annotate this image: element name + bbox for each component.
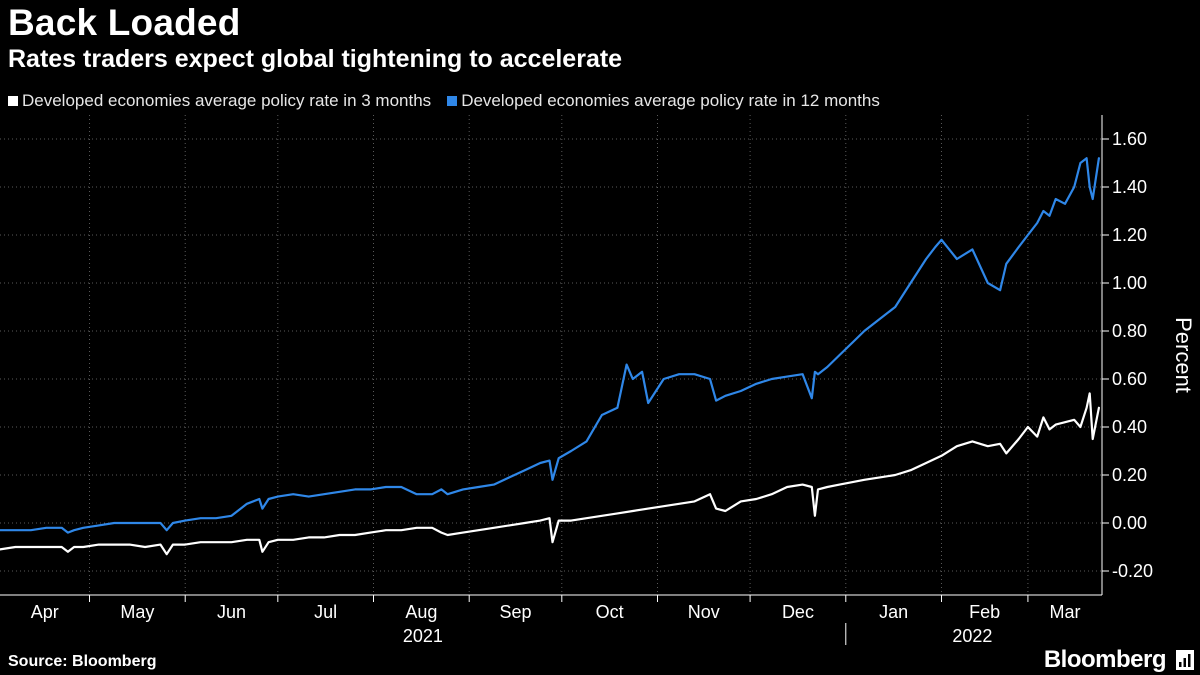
year-label: 2022 bbox=[952, 626, 992, 646]
legend: Developed economies average policy rate … bbox=[8, 91, 880, 111]
x-tick-label: Mar bbox=[1049, 602, 1080, 622]
x-tick-label: Nov bbox=[688, 602, 720, 622]
x-tick-label: Feb bbox=[969, 602, 1000, 622]
series-line-12m bbox=[0, 157, 1100, 534]
y-tick-label: 1.20 bbox=[1112, 225, 1147, 245]
x-tick-label: Jun bbox=[217, 602, 246, 622]
y-tick-label: -0.20 bbox=[1112, 561, 1153, 581]
legend-label-3m: Developed economies average policy rate … bbox=[22, 91, 432, 110]
x-tick-label: Jul bbox=[314, 602, 337, 622]
y-tick-label: 0.20 bbox=[1112, 465, 1147, 485]
legend-item-3m: Developed economies average policy rate … bbox=[8, 91, 431, 111]
x-tick-label: Dec bbox=[782, 602, 814, 622]
x-tick-label: Sep bbox=[499, 602, 531, 622]
legend-swatch-12m bbox=[447, 96, 458, 106]
x-tick-label: Jan bbox=[879, 602, 908, 622]
y-tick-label: 0.80 bbox=[1112, 321, 1147, 341]
bloomberg-logo: Bloomberg bbox=[1043, 646, 1167, 673]
chart-title: Back Loaded bbox=[8, 2, 241, 43]
y-axis-title: Percent bbox=[1171, 317, 1196, 393]
y-tick-label: 1.40 bbox=[1112, 177, 1147, 197]
axes: -0.20 0.00 0.20 0.40 0.60 0.80 1.00 1.20 1.40 1.6… bbox=[0, 115, 1196, 646]
legend-item-12m: Developed economies average policy rate … bbox=[447, 91, 880, 111]
bloomberg-terminal-icon bbox=[1176, 650, 1194, 670]
grid-lines bbox=[0, 115, 1102, 595]
y-tick-label: 1.60 bbox=[1112, 129, 1147, 149]
y-tick-label: 0.00 bbox=[1112, 513, 1147, 533]
x-tick-label: May bbox=[120, 602, 154, 622]
chart-subtitle: Rates traders expect global tightening t… bbox=[8, 45, 623, 73]
legend-label-12m: Developed economies average policy rate … bbox=[461, 91, 880, 110]
legend-swatch-3m bbox=[8, 96, 18, 106]
series-line-3m bbox=[0, 392, 1100, 556]
y-tick-label: 0.40 bbox=[1112, 417, 1147, 437]
y-tick-label: 0.60 bbox=[1112, 369, 1147, 389]
x-tick-label: Aug bbox=[405, 602, 437, 622]
series-lines bbox=[0, 157, 1100, 556]
x-tick-label: Apr bbox=[31, 602, 59, 622]
source-note: Source: Bloomberg bbox=[8, 653, 157, 670]
y-tick-label: 1.00 bbox=[1112, 273, 1147, 293]
x-tick-label: Oct bbox=[596, 602, 624, 622]
year-label: 2021 bbox=[403, 626, 443, 646]
